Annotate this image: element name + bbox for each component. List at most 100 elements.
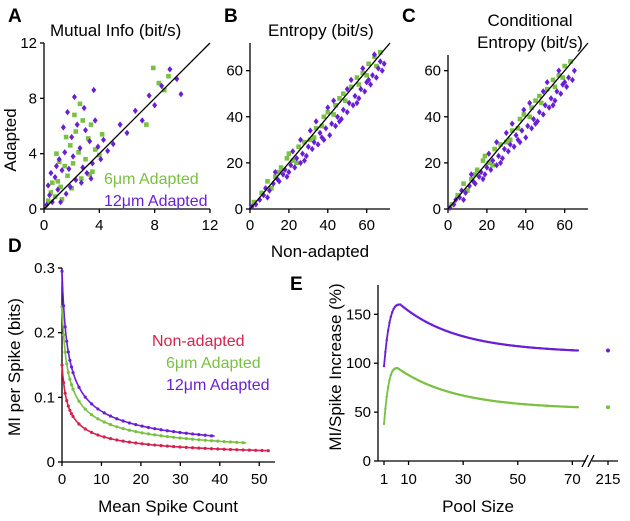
panel-c-point-12um [562,78,568,86]
panel-a-point-6um [73,129,79,134]
panel-c-point-6um [568,59,573,64]
panel-a-point-12um [139,117,145,124]
panel-c-ytick-label: 0 [433,201,441,218]
panel-b: B Entropy (bit/s) 00 20 20 40 40 60 60 Non-ada… [224,6,391,261]
panel-c-point-6um [504,139,509,145]
panel-d-point-nonadapted [102,435,106,439]
panel-b-ytick-label: 60 [226,63,243,80]
panel-e-ytick-label: 50 [354,404,371,421]
panel-a-point-12um [62,149,68,156]
panel-c-point-12um [546,104,552,111]
panel-b-point-12um [265,194,270,201]
panel-c-ytick-label: 40 [424,109,441,126]
panel-d-point-12um [172,430,176,434]
panel-a-point-6um [150,65,156,71]
panel-c-point-12um [511,143,517,150]
panel-a-point-6um [85,136,91,141]
panel-b-point-12um [325,104,331,111]
panel-a-point-12um [67,183,73,191]
panel-d-line-12um [61,271,215,437]
panel-a-point-12um [110,140,116,148]
panel-d-point-nonadapted [197,446,201,450]
panel-c-ytick-label: 60 [424,63,441,80]
panel-b-ticks: 00 20 20 40 40 60 60 [226,63,375,234]
panel-b-point-12um [280,171,286,178]
panel-d-point-12um [203,433,207,437]
panel-c-point-6um [517,116,523,122]
panel-c-point-6um [486,160,492,166]
panel-b-point-6um [331,112,336,117]
panel-c-point-6um [560,75,566,80]
panel-b-point-6um [354,75,360,80]
panel-a-point-12um [98,156,104,163]
panel-d-point-12um [60,269,64,273]
panel-e-xtick-label: 215 [595,471,620,488]
panel-c-point-12um [476,173,482,180]
panel-a-xtick-label: 4 [95,217,103,234]
panel-d-point-nonadapted [216,447,220,451]
panel-d-point-nonadapted [61,381,66,385]
panel-b-point-6um [290,158,296,163]
panel-a-point-12um [105,147,111,155]
panel-b-point-12um [356,95,362,102]
panel-d-point-6um [140,431,144,435]
panel-e-xtick-label: 30 [455,471,472,488]
panel-d-ytick-label: 0.3 [34,260,55,277]
panel-d-point-nonadapted [153,443,157,447]
panel-e-point-215-12um [606,348,610,353]
panel-b-xtick-label: 20 [281,217,298,234]
panel-d-point-6um [61,333,66,337]
panel-b-point-12um [311,138,317,146]
panel-a-point-6um [83,156,88,162]
panel-c-point-6um [455,192,461,198]
panel-d-legend-nonadapted: Non-adapted [152,333,245,350]
panel-c-letter: C [402,6,416,27]
panel-d-point-6um [216,439,220,443]
panel-a-point-12um [53,162,59,170]
panel-e-ytick-label: 150 [346,306,371,323]
panel-a-point-6um [67,143,73,148]
panel-a-point-12um [60,124,66,131]
panel-d-xtick-label: 0 [58,471,66,488]
panel-b-point-12um [284,173,290,180]
panel-b-point-6um [319,123,325,129]
panel-c-point-12um [556,67,562,74]
panel-b-point-6um [296,144,301,150]
panel-d-point-6um [83,407,87,411]
panel-a-point-12um [48,169,54,177]
panel-c-xtick-label: 0 [444,217,452,234]
panel-d-point-nonadapted [96,433,100,437]
panel-b-point-6um [259,190,264,196]
panel-b-point-12um [348,76,354,84]
panel-d-point-12um [102,411,106,415]
panel-e-point-12um [385,339,388,342]
panel-b-point-6um [265,179,270,184]
panel-a-point-6um [59,197,65,202]
panel-e-letter: E [290,274,303,295]
panel-a-point-12um [100,136,106,144]
panel-d-point-nonadapted [146,442,150,447]
panel-d-point-12um [66,350,70,354]
panel-d-point-12um [108,414,113,418]
panel-a-point-12um [65,108,71,116]
panel-c-point-12um [566,74,572,81]
panel-d-point-6um [159,434,163,438]
panel-b-point-12um [360,65,366,72]
panel-d-point-12um [68,358,72,362]
panel-e-point-6um [576,406,580,409]
panel-d-point-6um [178,436,182,440]
panel-b-ytick-label: 0 [235,201,243,218]
panel-b-point-12um [371,51,377,58]
panel-a-point-6um [52,194,58,199]
panel-b-point-12um [266,187,272,194]
panel-a-ytick-label: 4 [29,146,37,163]
panel-d-point-6um [197,438,201,442]
panel-b-point-6um [294,160,299,166]
panel-a-point-12um [84,169,90,177]
panel-d-line-6um [61,306,247,444]
panel-d-point-6um [127,428,132,432]
panel-d-point-6um [66,370,70,375]
panel-a-point-12um [71,93,77,101]
panel-d-point-nonadapted [71,414,75,419]
panel-b-point-12um [288,161,294,169]
